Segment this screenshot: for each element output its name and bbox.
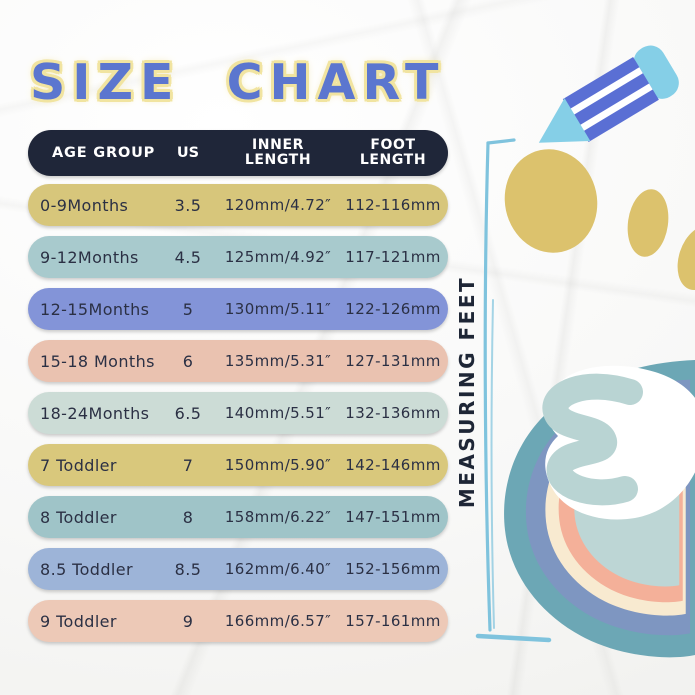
page-title: SIZE CHART (30, 54, 446, 111)
measure-bracket (475, 138, 552, 643)
heel-ring-light-teal (574, 423, 680, 587)
row-pill: 18-24Months 6.5 140mm/5.51″ 132-136mm (28, 392, 448, 434)
table-header-row: AGE GROUP US INNER LENGTH FOOT LENGTH (28, 130, 448, 176)
cell-foot-length: 112-116mm (345, 196, 441, 214)
heel-pad-white (545, 365, 695, 520)
cell-foot-length: 122-126mm (345, 300, 441, 318)
row-pill: 8 Toddler 8 158mm/6.22″ 147-151mm (28, 496, 448, 538)
row-pill: 7 Toddler 7 150mm/5.90″ 142-146mm (28, 444, 448, 486)
cell-us-size: 3.5 (174, 195, 202, 215)
header-us-size: US (176, 145, 200, 161)
foot-illustration (504, 149, 695, 658)
heel-ring-salmon (558, 408, 683, 603)
row-pill: 0-9Months 3.5 120mm/4.72″ 112-116mm (28, 184, 448, 226)
cell-inner-length: 162mm/6.40″ (224, 560, 332, 578)
cell-foot-length: 152-156mm (345, 560, 441, 578)
size-table: AGE GROUP US INNER LENGTH FOOT LENGTH 0-… (28, 130, 448, 652)
cell-us-size: 8 (182, 507, 194, 527)
cell-foot-length: 147-151mm (345, 508, 441, 526)
big-toe-shape (504, 149, 598, 253)
cell-foot-length: 127-131mm (345, 352, 441, 370)
row-pill: 8.5 Toddler 8.5 162mm/6.40″ 152-156mm (28, 548, 448, 590)
cell-us-size: 8.5 (174, 559, 202, 579)
header-inner-length: INNER LENGTH (244, 137, 312, 168)
cell-age-group: 12-15Months (40, 299, 150, 319)
cell-age-group: 8 Toddler (40, 507, 117, 527)
cell-inner-length: 135mm/5.31″ (224, 352, 332, 370)
heel-ring-cream (545, 397, 686, 616)
cell-age-group: 9-12Months (40, 247, 139, 267)
cell-inner-length: 150mm/5.90″ (224, 456, 332, 474)
third-toe-shape (677, 225, 695, 291)
cell-foot-length: 132-136mm (345, 404, 441, 422)
cell-us-size: 6.5 (174, 403, 202, 423)
heel-ring-teal (504, 360, 695, 658)
cell-inner-length: 125mm/4.92″ (224, 248, 332, 266)
row-pill: 15-18 Months 6 135mm/5.31″ 127-131mm (28, 340, 448, 382)
second-toe-shape (627, 189, 669, 257)
cell-us-size: 4.5 (174, 247, 202, 267)
cell-foot-length: 142-146mm (345, 456, 441, 474)
cell-inner-length: 166mm/6.57″ (224, 612, 332, 630)
cell-foot-length: 117-121mm (345, 248, 441, 266)
pencil-icon (538, 45, 679, 143)
cell-inner-length: 120mm/4.72″ (224, 196, 332, 214)
row-pill: 9 Toddler 9 166mm/6.57″ 157-161mm (28, 600, 448, 642)
measuring-feet-label: MEASURING FEET (455, 275, 479, 509)
pad-squiggle (542, 373, 643, 506)
cell-age-group: 15-18 Months (40, 351, 155, 371)
cell-age-group: 18-24Months (40, 403, 150, 423)
header-age-group: AGE GROUP (52, 145, 156, 161)
cell-inner-length: 158mm/6.22″ (224, 508, 332, 526)
cell-us-size: 6 (182, 351, 194, 371)
cell-foot-length: 157-161mm (345, 612, 441, 630)
cell-inner-length: 130mm/5.11″ (224, 300, 332, 318)
size-table-body: 0-9Months 3.5 120mm/4.72″ 112-116mm 9-12… (28, 184, 448, 642)
cell-age-group: 0-9Months (40, 195, 129, 215)
cell-inner-length: 140mm/5.51″ (224, 404, 332, 422)
row-pill: 9-12Months 4.5 125mm/4.92″ 117-121mm (28, 236, 448, 278)
cell-us-size: 9 (182, 611, 194, 631)
cell-us-size: 5 (182, 299, 194, 319)
cell-us-size: 7 (182, 455, 194, 475)
cell-age-group: 8.5 Toddler (40, 559, 133, 579)
heel-ring-blue (525, 379, 691, 636)
row-pill: 12-15Months 5 130mm/5.11″ 122-126mm (28, 288, 448, 330)
cell-age-group: 9 Toddler (40, 611, 117, 631)
header-foot-length: FOOT LENGTH (359, 137, 427, 168)
cell-age-group: 7 Toddler (40, 455, 117, 475)
